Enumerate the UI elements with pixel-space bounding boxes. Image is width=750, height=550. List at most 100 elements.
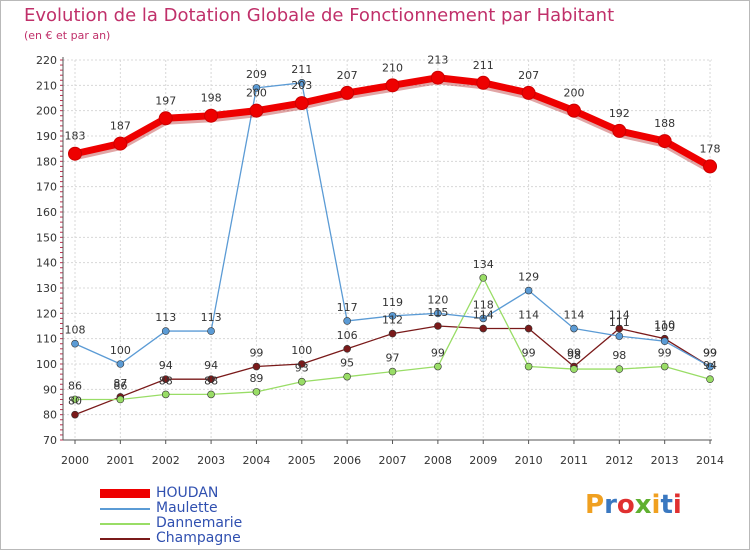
data-point-houdan [68,146,82,161]
data-label-dannemarie: 88 [204,374,218,387]
logo-letter: i [651,490,661,520]
data-point-houdan [612,123,627,138]
data-point-champagne [434,322,442,330]
data-point-houdan [566,103,581,118]
x-tick-label: 2003 [197,454,225,467]
data-label-maulette: 100 [110,344,131,357]
data-label-champagne: 114 [609,309,630,322]
data-label-houdan: 200 [246,87,267,100]
data-label-dannemarie: 86 [68,379,82,392]
data-point-dannemarie [660,362,669,371]
data-label-houdan: 188 [654,117,675,130]
data-label-maulette: 109 [654,321,675,334]
legend-item-houdan: HOUDAN [100,485,350,501]
logo-letter: o [616,490,635,520]
data-label-maulette: 114 [563,309,584,322]
data-label-champagne: 106 [337,329,358,342]
x-tick-label: 2001 [106,454,134,467]
legend-item-dannemarie: Dannemarie [100,515,350,531]
data-point-champagne [524,324,533,333]
data-point-houdan [476,75,491,90]
data-label-dannemarie: 99 [522,347,536,360]
data-point-maulette [524,286,533,295]
y-tick-label: 170 [36,181,57,194]
data-point-dannemarie [434,362,442,371]
data-point-maulette [207,327,215,335]
data-point-maulette [660,337,669,346]
y-tick-label: 80 [43,409,57,422]
data-point-champagne [71,410,79,419]
data-label-dannemarie: 99 [658,347,672,360]
x-tick-label: 2014 [696,454,724,467]
data-point-houdan [294,96,309,111]
data-label-dannemarie: 93 [295,362,309,375]
logo-letter: i [672,490,682,520]
data-label-champagne: 114 [518,309,539,322]
data-label-champagne: 115 [427,306,448,319]
x-tick-label: 2002 [152,454,180,467]
data-label-maulette: 113 [201,311,222,324]
data-label-champagne: 80 [68,395,82,408]
data-point-champagne [615,324,624,333]
legend-label: Maulette [156,500,218,516]
data-point-maulette [434,309,442,318]
data-label-dannemarie: 86 [113,379,127,392]
data-label-houdan: 183 [65,130,86,143]
data-label-houdan: 211 [473,59,494,72]
data-label-maulette: 209 [246,68,267,81]
legend-item-maulette: Maulette [100,500,350,516]
data-label-houdan: 198 [201,92,222,105]
x-tick-label: 2007 [379,454,407,467]
x-tick-label: 2013 [651,454,679,467]
logo-letter: x [634,490,652,520]
data-point-champagne [388,329,397,338]
x-tick-label: 2009 [469,454,497,467]
data-point-champagne [343,344,351,353]
y-tick-label: 90 [43,383,57,396]
data-label-dannemarie: 95 [340,357,354,370]
data-label-maulette: 211 [291,63,312,76]
chart-legend: HOUDAN Maulette Dannemarie Champagne [100,485,350,546]
data-label-champagne: 114 [473,309,494,322]
data-point-champagne [207,375,215,384]
legend-label: Dannemarie [156,515,243,531]
y-tick-label: 210 [36,79,57,92]
data-label-champagne: 99 [703,347,717,360]
data-label-champagne: 112 [382,314,403,327]
chart-title: Evolution de la Dotation Globale de Fonc… [24,5,615,26]
data-label-dannemarie: 99 [431,347,445,360]
logo-letter: P [585,490,605,520]
data-point-houdan [249,103,264,118]
data-point-maulette [615,332,624,340]
data-point-houdan [385,78,400,93]
y-tick-label: 130 [36,282,57,295]
data-point-champagne [161,375,170,384]
data-point-dannemarie [161,390,170,399]
y-tick-label: 140 [36,257,57,270]
data-point-dannemarie [207,390,215,399]
logo-letter: r [604,490,617,520]
data-point-maulette [116,360,125,368]
y-tick-label: 70 [43,434,57,447]
data-label-maulette: 113 [155,311,176,324]
data-label-houdan: 207 [518,69,539,82]
data-point-maulette [252,84,261,92]
data-label-dannemarie: 98 [612,349,626,362]
data-label-houdan: 187 [110,120,131,133]
x-tick-label: 2005 [288,454,316,467]
data-label-dannemarie: 98 [567,349,581,362]
data-label-champagne: 99 [567,347,581,360]
data-label-maulette: 118 [473,298,494,311]
data-label-houdan: 203 [291,79,312,92]
data-label-maulette: 117 [337,301,358,314]
data-label-houdan: 192 [609,107,630,120]
data-label-houdan: 210 [382,61,403,74]
data-point-maulette [297,79,306,87]
data-label-houdan: 197 [155,94,176,107]
data-label-maulette: 108 [65,324,86,337]
data-label-houdan: 207 [337,69,358,82]
data-point-houdan [430,70,445,85]
data-label-champagne: 87 [113,377,127,390]
data-label-houdan: 213 [427,54,448,67]
